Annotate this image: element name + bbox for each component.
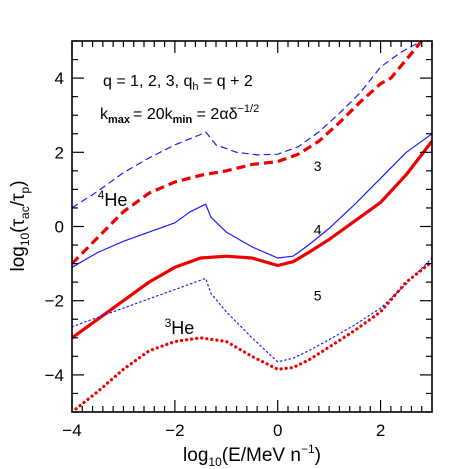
y-tick-label: 2 <box>55 143 64 162</box>
y-axis-title: log10(τac/τp) <box>8 180 32 271</box>
series-line-he4-q3 <box>72 41 422 209</box>
curve-label-5: 5 <box>314 288 322 304</box>
curve-label-4: 4 <box>314 222 322 238</box>
y-tick-label: −2 <box>45 292 64 311</box>
series-line-he3-q3 <box>72 41 423 265</box>
series-line-he4-q4 <box>72 133 432 268</box>
annotation-q-values: q = 1, 2, 3, qh = q + 2 <box>103 73 253 93</box>
species-label-he4: 4He <box>98 188 128 210</box>
x-tick-label: −4 <box>62 421 81 440</box>
y-tick-label: 0 <box>55 218 64 237</box>
species-label-he3: 3He <box>165 316 195 338</box>
y-tick-label: −4 <box>45 366 64 385</box>
series-line-he3-q4 <box>72 140 432 340</box>
annotation-k-range: kmax = 20kmin = 2αδ−1/2 <box>100 103 259 126</box>
ticks-group <box>71 40 433 413</box>
x-tick-label: −2 <box>165 421 184 440</box>
y-tick-label: 4 <box>55 69 64 88</box>
curves-group <box>72 41 432 412</box>
series-line-he4-q5 <box>72 257 432 363</box>
x-tick-label: 0 <box>273 421 282 440</box>
series-line-he3-q5 <box>72 260 432 412</box>
curve-label-3: 3 <box>314 158 322 174</box>
tick-labels-group: −4 −2 0 2 −4 −2 0 2 4 <box>45 69 386 440</box>
x-axis-title: log10(E/MeV n−1) <box>183 442 321 469</box>
x-tick-label: 2 <box>376 421 385 440</box>
